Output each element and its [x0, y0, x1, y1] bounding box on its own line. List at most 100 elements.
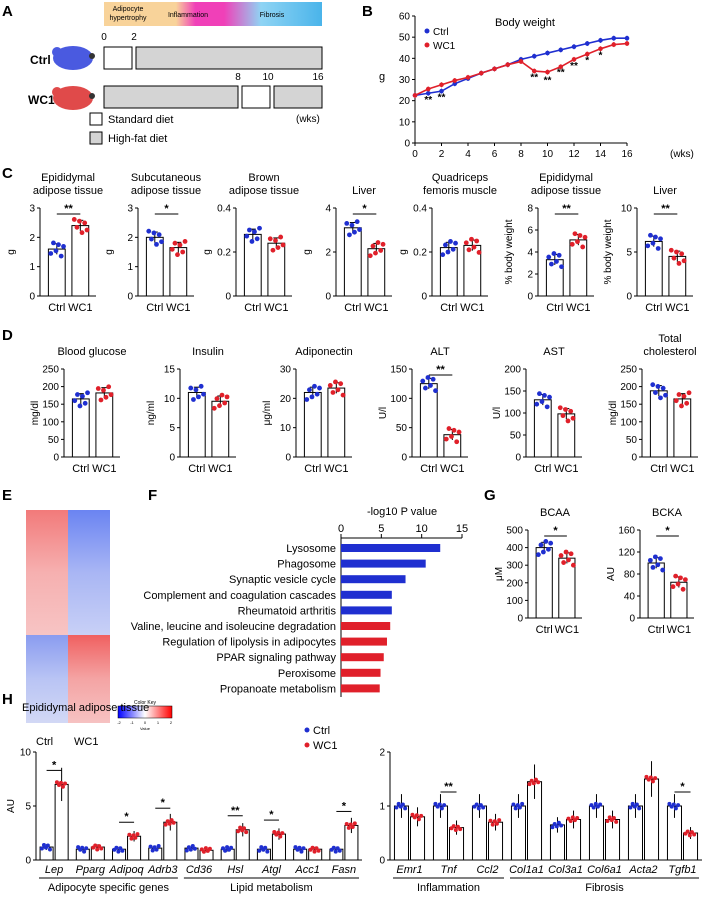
data-point-wc1 [370, 243, 376, 249]
legend-hfd-swatch [89, 131, 103, 145]
panel-a-letter: A [2, 3, 13, 20]
y-tick-label: 2 [29, 233, 35, 244]
y-tick-label: 30 [280, 365, 292, 376]
significance-marker: * [680, 781, 685, 793]
y-axis-label: % body weight [504, 219, 515, 284]
data-point-wc1 [236, 829, 241, 834]
y-tick-label: 250 [42, 365, 59, 376]
data-point-ctrl [344, 221, 350, 226]
legend-hfd-label: High-fat diet [108, 133, 167, 145]
data-point-ctrl [448, 239, 453, 244]
legend-ctrl-marker [304, 727, 310, 733]
data-point-ctrl [154, 241, 159, 247]
y-tick-label: 10 [20, 748, 32, 759]
x-tick-label: WC1 [208, 463, 232, 475]
data-point-ctrl [544, 404, 550, 410]
pathway-bar [341, 668, 381, 677]
data-point-wc1 [492, 66, 497, 72]
data-point-ctrl [396, 801, 401, 806]
chart-title: BCKA [652, 507, 683, 519]
y-tick-label: 0 [629, 614, 635, 625]
data-point-ctrl [293, 845, 298, 850]
data-point-ctrl [450, 246, 456, 252]
data-point-wc1 [272, 829, 277, 834]
data-point-wc1 [676, 261, 682, 266]
data-point-ctrl [146, 228, 152, 234]
data-point-ctrl [193, 387, 199, 393]
data-point-ctrl [628, 805, 633, 810]
data-point-ctrl [244, 233, 250, 239]
bar-ctrl [187, 391, 206, 458]
wc1-high-fat-diet-block-1 [103, 85, 239, 109]
x-tick-label: 10 [416, 523, 428, 535]
data-point-ctrl [48, 251, 54, 256]
data-point-ctrl [598, 802, 603, 807]
heatmap-label-wc1: WC1 [74, 736, 98, 748]
data-point-ctrl [538, 542, 544, 548]
heatmap-ctrl-downregulated-block [26, 635, 68, 723]
chart-title: Adiponectin [295, 346, 353, 358]
data-point-wc1 [95, 386, 101, 391]
data-point-ctrl [85, 390, 90, 396]
heatmap-wc1-downregulated-block [68, 510, 110, 635]
data-point-ctrl [72, 398, 78, 404]
chart-title: Quadriceps [432, 172, 489, 184]
y-axis-label: AU [606, 567, 617, 581]
x-tick-label: Ctrl [440, 302, 457, 314]
x-tick-label: WC1 [364, 302, 388, 314]
pathway-bar [341, 637, 387, 646]
data-point-wc1 [280, 831, 285, 836]
legend-ctrl-label: Ctrl [313, 725, 330, 737]
ctrl-high-fat-diet-block [135, 46, 323, 70]
data-point-wc1 [527, 782, 532, 787]
data-point-ctrl [301, 846, 306, 851]
data-point-wc1 [373, 250, 378, 256]
significance-marker: ** [570, 61, 578, 72]
pathway-label: PPAR signaling pathway [216, 652, 336, 664]
data-point-ctrl [198, 383, 204, 389]
y-tick-label: 0 [401, 453, 407, 464]
panel-d-letter: D [2, 327, 13, 344]
data-point-wc1 [494, 821, 499, 826]
data-point-wc1 [533, 777, 538, 782]
data-point-wc1 [451, 824, 456, 829]
data-point-wc1 [565, 418, 571, 424]
data-point-ctrl [554, 259, 559, 264]
x-tick-label: 4 [465, 149, 471, 160]
y-tick-label: 3 [29, 204, 35, 215]
data-point-wc1 [563, 549, 569, 555]
data-point-wc1 [84, 227, 90, 233]
data-point-wc1 [182, 239, 188, 244]
data-point-ctrl [47, 847, 52, 852]
data-point-wc1 [375, 240, 381, 245]
gene-label: Lep [45, 864, 63, 876]
data-point-wc1 [671, 255, 677, 261]
significance-marker: ** [436, 364, 445, 376]
y-tick-label: 120 [618, 548, 635, 559]
data-point-ctrl [650, 565, 656, 570]
pathway-label: Complement and coagulation cascades [143, 590, 336, 602]
data-point-wc1 [650, 779, 655, 784]
bar-ctrl [649, 390, 668, 458]
gene-label: Pparg [76, 864, 106, 876]
y-tick-label: 30 [399, 75, 411, 86]
body-weight-title: Body weight [495, 17, 555, 29]
data-point-wc1 [367, 253, 373, 259]
data-point-wc1 [163, 822, 168, 827]
data-point-wc1 [456, 429, 462, 435]
data-point-ctrl [149, 236, 154, 242]
data-point-wc1 [673, 398, 679, 404]
data-point-ctrl [425, 375, 431, 380]
ctrl-mouse-icon [52, 46, 95, 70]
data-point-ctrl [257, 225, 262, 231]
bar-wc1 [267, 242, 286, 297]
y-tick-label: 40 [399, 54, 411, 65]
legend-wc1-label: WC1 [433, 41, 456, 52]
gene-label: Tnf [441, 864, 458, 876]
data-point-ctrl [439, 88, 444, 94]
data-point-wc1 [327, 383, 333, 388]
y-axis-label: AU [6, 799, 17, 813]
x-tick-label: WC1 [440, 463, 464, 475]
